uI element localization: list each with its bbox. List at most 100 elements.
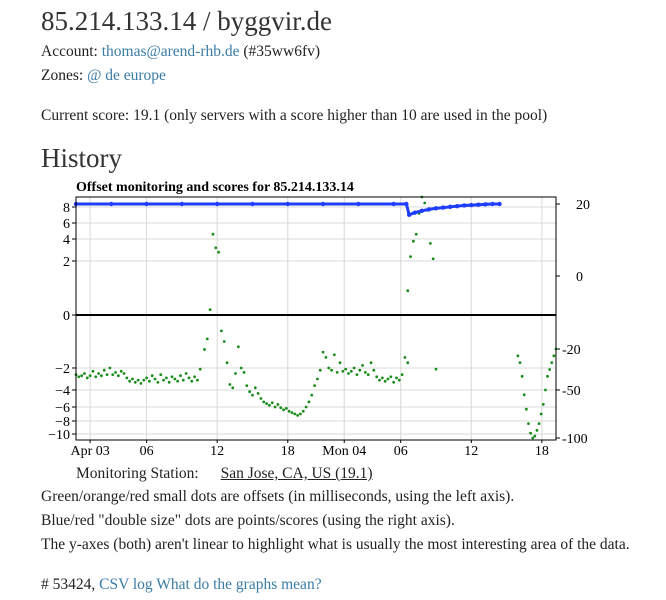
offset-point: [80, 374, 84, 378]
offset-point: [361, 363, 364, 367]
offset-point: [522, 393, 526, 397]
zones-label: Zones:: [41, 67, 84, 84]
offset-point: [412, 239, 415, 243]
offset-point: [380, 376, 384, 380]
account-email-link[interactable]: thomas@arend-rhb.de: [101, 43, 240, 60]
x-tick-label: 06: [140, 444, 154, 459]
offset-point: [296, 414, 300, 417]
offset-point: [179, 374, 182, 378]
csv-log-link[interactable]: CSV log: [99, 576, 153, 593]
offset-point: [242, 371, 246, 374]
offset-point: [423, 201, 427, 205]
offset-point: [332, 353, 336, 357]
offset-point: [290, 411, 294, 414]
right-tick-label: 0: [576, 270, 583, 285]
offset-point: [187, 376, 191, 380]
offset-point: [245, 384, 249, 387]
offset-point: [406, 361, 410, 365]
offset-point: [389, 375, 393, 379]
offset-point: [217, 250, 220, 254]
offset-point: [239, 366, 243, 370]
offset-point: [541, 403, 545, 406]
offset-point: [524, 407, 528, 411]
offset-point: [119, 369, 123, 373]
offset-point: [116, 374, 120, 378]
offset-score-chart: Offset monitoring and scores for 85.214.…: [48, 180, 590, 459]
offset-point: [111, 373, 115, 376]
offset-point: [259, 397, 263, 400]
offset-point: [276, 403, 280, 406]
offset-point: [142, 378, 146, 382]
offset-point: [205, 337, 209, 341]
offset-point: [546, 374, 549, 378]
offset-point: [431, 257, 435, 261]
offset-point: [214, 246, 218, 250]
offset-point: [133, 380, 137, 384]
offset-point: [375, 375, 379, 379]
offset-point: [392, 380, 396, 384]
right-tick-label: 20: [576, 198, 590, 213]
offset-point: [85, 376, 89, 380]
help-link[interactable]: What do the graphs mean?: [156, 576, 322, 593]
offset-point: [222, 340, 226, 343]
offset-point: [162, 378, 165, 382]
x-tick-label: 12: [210, 444, 224, 459]
offset-point: [184, 372, 188, 375]
offset-point: [386, 377, 390, 381]
left-tick-label: 8: [63, 201, 70, 216]
offset-point: [262, 400, 266, 404]
offset-point: [176, 379, 180, 383]
offset-point: [97, 372, 100, 375]
offset-point: [434, 367, 438, 371]
offset-point: [270, 401, 274, 405]
x-tick-label: 12: [464, 444, 478, 459]
offset-point: [535, 428, 539, 432]
offset-point: [518, 361, 522, 365]
offset-point: [153, 377, 157, 381]
offset-point: [330, 368, 333, 372]
offset-point: [256, 392, 260, 395]
offset-point: [139, 382, 143, 385]
left-tick-label: −2: [55, 362, 70, 377]
offset-point: [228, 383, 232, 386]
offset-point: [225, 361, 229, 365]
offset-point: [533, 434, 537, 438]
account-id: (#35ww6fv): [243, 43, 321, 60]
offset-point: [537, 422, 541, 425]
offset-point: [304, 405, 308, 409]
zone-link[interactable]: @ de europe: [87, 67, 166, 84]
server-number: # 53424,: [41, 576, 96, 593]
offset-point: [236, 345, 240, 349]
offset-point: [372, 368, 376, 372]
offset-point: [181, 378, 185, 382]
offset-point: [548, 368, 552, 371]
offset-point: [409, 255, 412, 258]
offset-point: [349, 369, 353, 373]
legend-line-1: Green/orange/red small dots are offsets …: [41, 488, 515, 505]
offset-point: [321, 350, 325, 354]
offset-point: [324, 356, 328, 359]
offset-point: [145, 376, 148, 380]
legend-line-3: The y-axes (both) aren't linear to highl…: [41, 536, 630, 553]
station-link[interactable]: San Jose, CA, US (19.1): [220, 465, 373, 482]
offset-point: [170, 375, 174, 379]
offset-point: [83, 372, 86, 375]
offset-point: [211, 232, 215, 236]
offset-point: [128, 379, 132, 383]
left-axis: 864 2 0 −2 −4 −6−8−10: [48, 201, 76, 443]
offset-point: [299, 412, 302, 416]
offset-point: [94, 375, 98, 379]
offset-point: [253, 386, 257, 390]
chart-grid: [76, 197, 556, 440]
offset-point: [550, 361, 554, 365]
offset-point: [527, 422, 530, 425]
offset-point: [114, 371, 117, 374]
offset-point: [531, 436, 535, 440]
plot-frame: [75, 196, 557, 441]
offset-point: [282, 408, 285, 412]
offset-point: [520, 374, 524, 378]
offset-point: [355, 373, 359, 376]
zones-line: Zones: @ de europe: [41, 67, 166, 85]
offset-point: [287, 409, 291, 413]
offset-point: [268, 403, 271, 407]
